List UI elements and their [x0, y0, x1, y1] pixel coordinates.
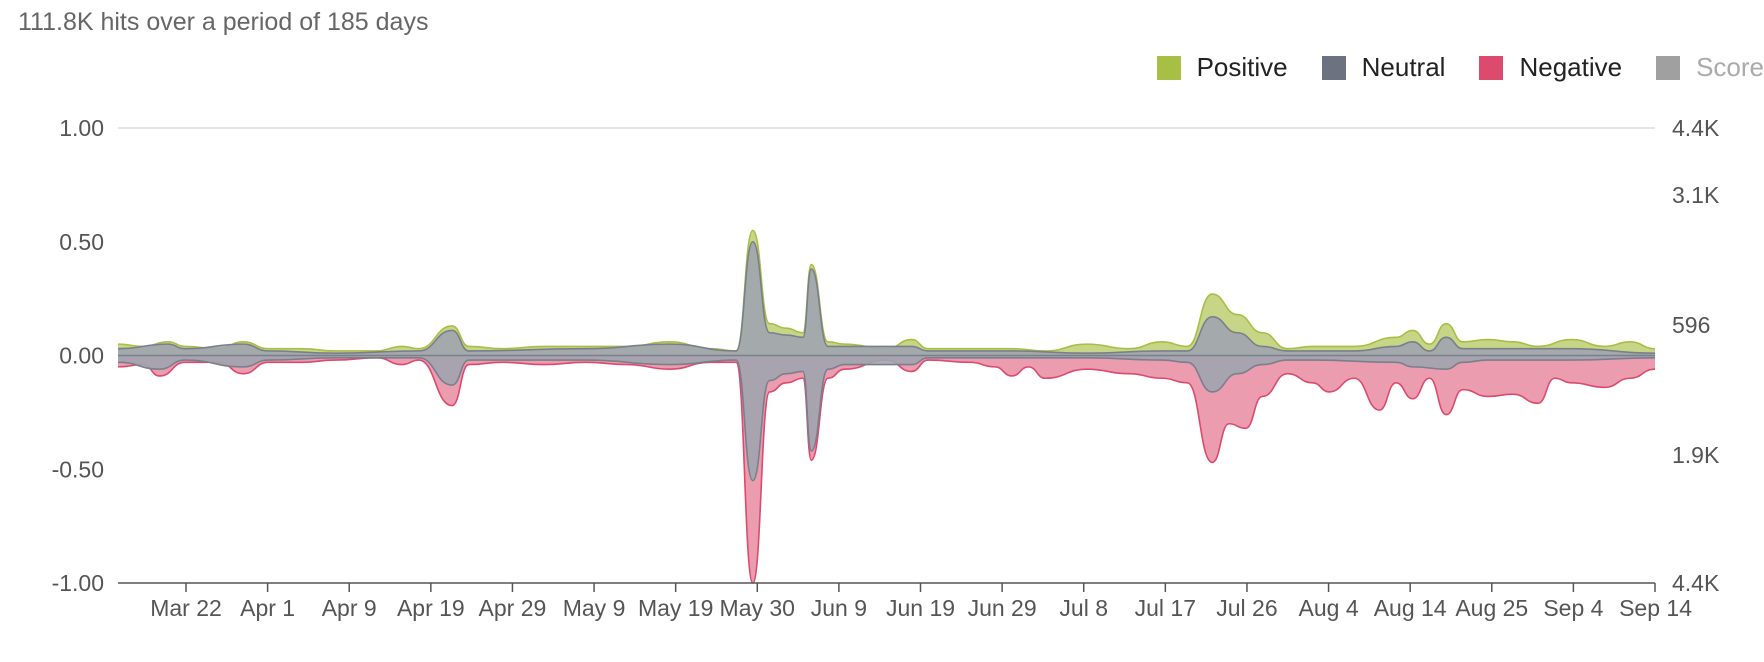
x-tick-label: Sep 4 [1543, 595, 1603, 621]
x-tick-label: Aug 4 [1299, 595, 1359, 621]
legend-swatch-neutral [1321, 55, 1346, 80]
x-tick-label: Apr 9 [322, 595, 377, 621]
y-left-tick-label: 1.00 [59, 115, 104, 141]
legend-swatch-score [1656, 55, 1681, 80]
x-tick-label: Mar 22 [150, 595, 222, 621]
area-negative [118, 355, 1655, 583]
x-tick-label: Jul 8 [1059, 595, 1108, 621]
y-right-tick-label: 4.4K [1672, 570, 1720, 596]
y-left-tick-label: -0.50 [52, 456, 104, 482]
x-tick-label: Jun 19 [886, 595, 955, 621]
legend-swatch-negative [1479, 55, 1504, 80]
y-left-tick-label: 0.00 [59, 343, 104, 369]
x-tick-label: Jul 17 [1135, 595, 1196, 621]
x-tick-label: Apr 29 [479, 595, 547, 621]
legend-label-score: Score [1696, 52, 1764, 82]
y-right-tick-label: 4.4K [1672, 115, 1720, 141]
line-neutral-below-axis [117, 356, 1656, 482]
y-left-tick-label: 0.50 [59, 229, 104, 255]
legend-swatch-positive [1156, 55, 1181, 80]
y-right-tick-label: 3.1K [1672, 182, 1720, 208]
x-tick-label: Apr 19 [397, 595, 465, 621]
x-tick-label: Apr 1 [240, 595, 295, 621]
x-tick-label: May 30 [720, 595, 795, 621]
line-negative [117, 356, 1656, 584]
legend-label-neutral: Neutral [1361, 52, 1446, 82]
legend-label-negative: Negative [1519, 52, 1623, 82]
legend-item-positive[interactable]: Positive [1156, 52, 1288, 83]
x-tick-label: May 9 [563, 595, 626, 621]
x-tick-label: Aug 14 [1374, 595, 1447, 621]
legend-item-neutral[interactable]: Neutral [1321, 52, 1446, 83]
legend-item-negative[interactable]: Negative [1479, 52, 1622, 83]
x-tick-label: Jun 9 [811, 595, 867, 621]
y-left-tick-label: -1.00 [52, 570, 104, 596]
chart-legend: Positive Neutral Negative Score [1123, 52, 1764, 83]
legend-item-score[interactable]: Score [1656, 52, 1764, 83]
hits-summary: 111.8K hits over a period of 185 days [18, 8, 429, 36]
legend-label-positive: Positive [1196, 52, 1288, 82]
x-tick-label: Sep 14 [1619, 595, 1692, 621]
y-right-tick-label: 596 [1672, 312, 1710, 338]
x-tick-label: Aug 25 [1455, 595, 1528, 621]
area-positive [118, 230, 1655, 356]
line-neutral [117, 240, 1656, 355]
area-neutral [118, 241, 1655, 356]
x-tick-label: Jun 29 [968, 595, 1037, 621]
line-positive [117, 229, 1656, 352]
x-tick-label: May 19 [638, 595, 713, 621]
y-right-tick-label: 1.9K [1672, 442, 1720, 468]
x-tick-label: Jul 26 [1216, 595, 1277, 621]
